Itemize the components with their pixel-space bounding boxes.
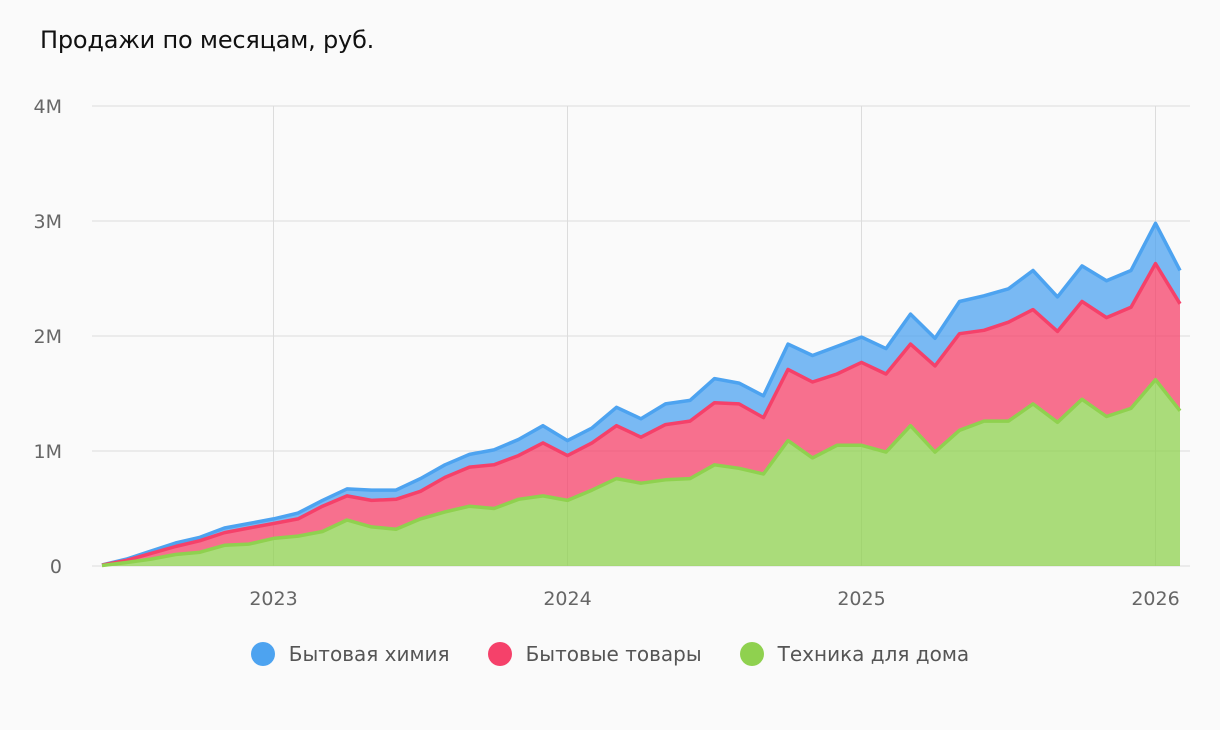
y-tick-label: 1M: [34, 441, 62, 463]
x-tick-label: 2025: [837, 588, 885, 610]
legend-item-household-goods[interactable]: Бытовые товары: [487, 642, 702, 666]
x-tick-label: 2026: [1131, 588, 1179, 610]
legend: Бытовая химия Бытовые товары Техника для…: [0, 642, 1220, 666]
legend-marker: [250, 642, 275, 666]
y-tick-label: 4M: [34, 96, 62, 118]
legend-marker: [739, 642, 764, 666]
x-axis-labels: 2023 2024 2025 2026: [249, 588, 1179, 610]
stacked-area-chart: 0 1M 2M 3M 4M 2023 2024 2025 2026: [34, 96, 1190, 610]
legend-label: Бытовая химия: [288, 642, 450, 666]
series-line: [101, 261, 1182, 567]
series-area: [102, 263, 1180, 566]
y-axis-labels: 0 1M 2M 3M 4M: [34, 96, 62, 578]
legend-label: Техника для дома: [777, 642, 970, 666]
x-tick-label: 2023: [249, 588, 297, 610]
legend-item-home-appliances[interactable]: Техника для дома: [739, 642, 970, 666]
series-areas: [102, 223, 1180, 566]
chart-title: Продажи по месяцам, руб.: [40, 26, 375, 54]
y-tick-label: 0: [50, 556, 62, 578]
series-lines: [101, 221, 1182, 568]
series-line: [101, 221, 1182, 567]
legend-marker: [487, 642, 512, 666]
y-tick-label: 3M: [34, 211, 62, 233]
series-line: [101, 377, 1182, 568]
y-tick-label: 2M: [34, 326, 62, 348]
legend-label: Бытовые товары: [525, 642, 702, 666]
x-tick-label: 2024: [543, 588, 591, 610]
legend-item-household-chemicals[interactable]: Бытовая химия: [250, 642, 450, 666]
